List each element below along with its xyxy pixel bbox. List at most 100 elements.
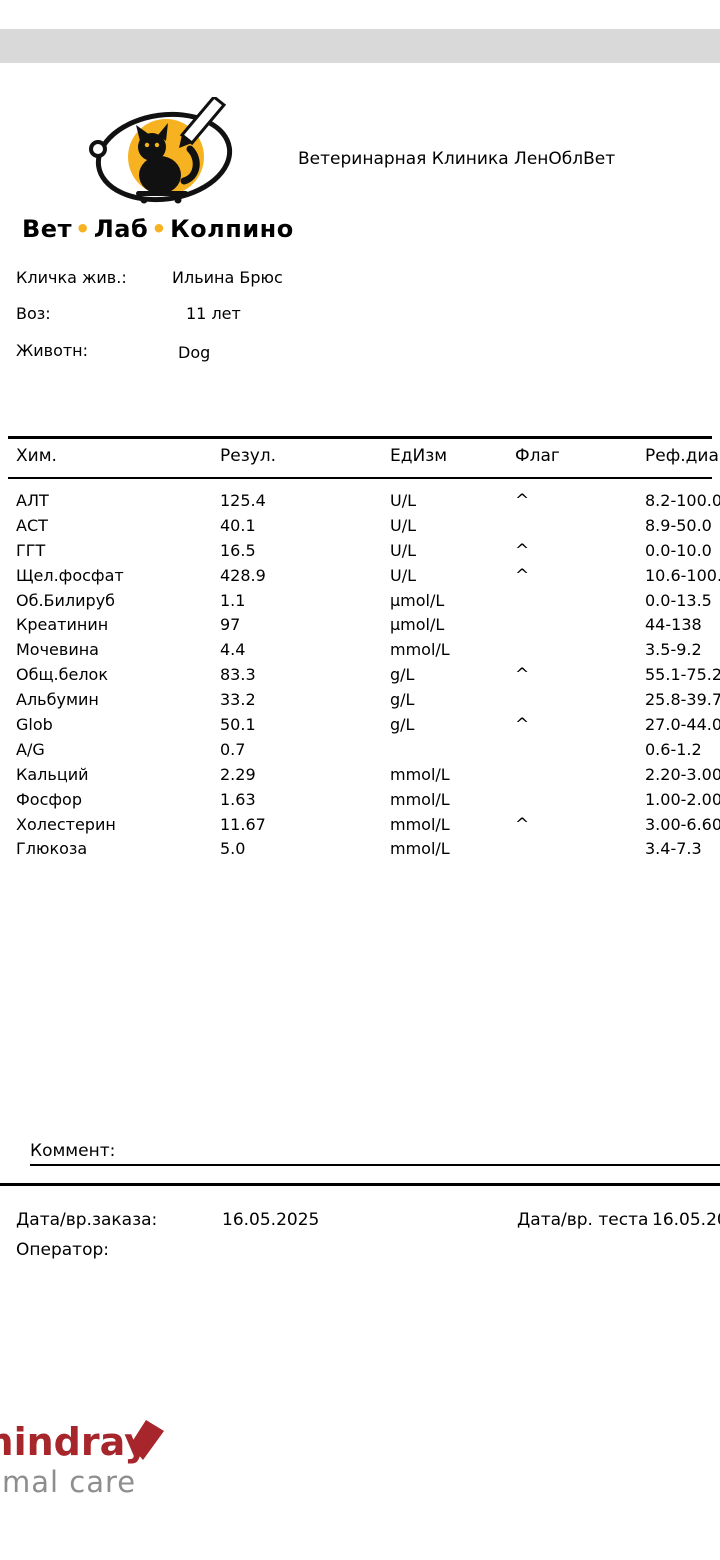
unit: U/L	[390, 515, 417, 535]
unit: U/L	[390, 565, 417, 585]
flag	[515, 763, 645, 788]
logo-ellipse	[95, 111, 233, 203]
reference-range: 3.4-7.3	[645, 839, 702, 859]
logo-dot-icon: •	[74, 215, 91, 243]
comment-label: Коммент:	[30, 1141, 116, 1161]
unit: g/L	[390, 690, 415, 710]
reference-range: 0.6-1.2	[645, 739, 702, 759]
analyte-name: Глюкоза	[16, 839, 88, 859]
flag	[515, 613, 645, 638]
patient-age-value: 11 лет	[186, 304, 241, 323]
unit: mmol/L	[390, 640, 450, 660]
clinic-logo-text: Вет • Лаб • Колпино	[22, 215, 293, 243]
header-chem: Хим.	[16, 446, 57, 466]
flag: ^	[515, 715, 530, 736]
flag	[515, 837, 645, 862]
table-row: АЛТ 125.4 U/L ^ 8.2-100.0	[0, 489, 720, 514]
reference-range: 3.00-6.60	[645, 814, 720, 834]
thermometer-icon	[179, 97, 227, 148]
patient-name-value: Ильина Брюс	[172, 268, 283, 287]
unit: mmol/L	[390, 789, 450, 809]
logo-word-lab: Лаб	[93, 215, 149, 243]
result-value: 4.4	[220, 640, 246, 660]
analyte-name: Общ.белок	[16, 665, 109, 685]
flag: ^	[515, 491, 530, 511]
animal-care-tagline: mal care	[2, 1465, 137, 1499]
result-value: 1.1	[220, 590, 246, 610]
patient-species-value: Dog	[178, 343, 211, 362]
analyte-name: Об.Билируб	[16, 590, 116, 610]
clinic-logo-icon	[89, 97, 233, 204]
reference-range: 3.5-9.2	[645, 640, 702, 660]
analyte-name: Креатинин	[16, 615, 109, 635]
top-gray-bar	[0, 29, 720, 63]
reference-range: 0.0-10.0	[645, 540, 712, 560]
logo-ring-icon	[89, 140, 107, 158]
reference-range: 44-138	[645, 615, 702, 635]
unit: µmol/L	[390, 590, 445, 610]
result-value: 97	[220, 615, 241, 635]
reference-range: 10.6-100.1	[645, 565, 720, 585]
result-value: 40.1	[220, 515, 256, 535]
reference-range: 27.0-44.0	[645, 715, 720, 735]
analyte-name: Мочевина	[16, 640, 99, 660]
flag	[515, 788, 645, 813]
logo-dot-icon: •	[151, 215, 168, 243]
unit: U/L	[390, 540, 417, 560]
flag	[515, 589, 645, 614]
result-value: 1.63	[220, 789, 256, 809]
unit: g/L	[390, 665, 415, 685]
table-row: Об.Билируб 1.1 µmol/L 0.0-13.5	[0, 589, 720, 614]
cat-icon	[136, 123, 200, 204]
reference-range: 0.0-13.5	[645, 590, 712, 610]
results-header-row: Хим. Резул. ЕдИзм Флаг Реф.диап	[0, 446, 720, 466]
analyte-name: Холестерин	[16, 814, 116, 834]
logo-word-vet: Вет	[22, 215, 72, 243]
table-row: Альбумин 33.2 g/L 25.8-39.7	[0, 688, 720, 713]
result-value: 5.0	[220, 839, 246, 859]
unit: µmol/L	[390, 615, 445, 635]
operator-label: Оператор:	[16, 1240, 109, 1260]
table-header-rule	[8, 477, 712, 479]
result-value: 33.2	[220, 690, 256, 710]
result-value: 16.5	[220, 540, 256, 560]
flag	[515, 688, 645, 713]
footer-rule	[0, 1183, 720, 1186]
result-value: 0.7	[220, 739, 246, 759]
reference-range: 2.20-3.00	[645, 764, 720, 784]
order-date-value: 16.05.2025	[222, 1210, 320, 1230]
result-value: 83.3	[220, 665, 256, 685]
table-row: Фосфор 1.63 mmol/L 1.00-2.00	[0, 788, 720, 813]
flag	[515, 514, 645, 539]
analyte-name: АЛТ	[16, 491, 49, 510]
unit: mmol/L	[390, 764, 450, 784]
flag: ^	[515, 814, 530, 835]
table-row: Кальций 2.29 mmol/L 2.20-3.00	[0, 763, 720, 788]
mindray-wordmark: mindray	[0, 1420, 149, 1464]
table-row: Glob 50.1 g/L ^ 27.0-44.0	[0, 713, 720, 738]
analyte-name: A/G	[16, 739, 45, 759]
analyte-name: Альбумин	[16, 690, 99, 710]
patient-age-label: Воз:	[16, 304, 51, 323]
analyte-name: ГГТ	[16, 540, 46, 560]
flag	[515, 738, 645, 763]
unit	[390, 738, 515, 763]
test-date-label: Дата/вр. теста	[517, 1210, 649, 1230]
result-value: 50.1	[220, 715, 256, 735]
flag: ^	[515, 665, 530, 686]
mindray-logo-icon	[130, 1420, 164, 1460]
reference-range: 8.2-100.0	[645, 491, 720, 510]
table-row: Мочевина 4.4 mmol/L 3.5-9.2	[0, 638, 720, 663]
patient-species-label: Животн:	[16, 341, 89, 360]
table-row: Глюкоза 5.0 mmol/L 3.4-7.3	[0, 837, 720, 862]
flag: ^	[515, 565, 530, 586]
table-row: A/G 0.7 0.6-1.2	[0, 738, 720, 763]
unit: U/L	[390, 491, 417, 510]
analyte-name: Кальций	[16, 764, 89, 784]
logo-word-kolpino: Колпино	[170, 215, 294, 243]
flag: ^	[515, 540, 530, 561]
unit: g/L	[390, 715, 415, 735]
result-value: 11.67	[220, 814, 266, 834]
table-row: ГГТ 16.5 U/L ^ 0.0-10.0	[0, 539, 720, 564]
table-row: Щел.фосфат 428.9 U/L ^ 10.6-100.1	[0, 564, 720, 589]
